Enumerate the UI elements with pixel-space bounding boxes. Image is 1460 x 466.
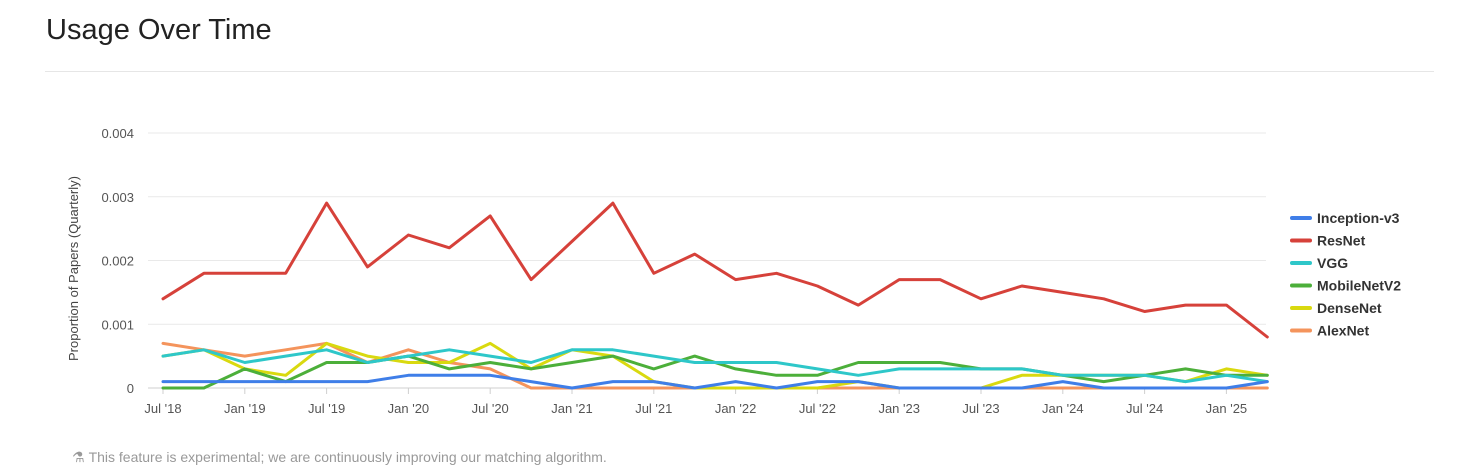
- legend-label: MobileNetV2: [1317, 278, 1401, 294]
- x-tick-label: Jul '22: [799, 401, 836, 416]
- experimental-footnote: ⚗ This feature is experimental; we are co…: [72, 449, 607, 466]
- x-tick-label: Jul '24: [1126, 401, 1163, 416]
- x-tick-label: Jan '24: [1042, 401, 1084, 416]
- series-line-vgg: [161, 348, 1269, 384]
- x-tick-label: Jan '23: [878, 401, 920, 416]
- footnote-text: This feature is experimental; we are con…: [88, 449, 607, 465]
- y-tick-label: 0.001: [101, 317, 134, 332]
- x-tick-label: Jul '21: [635, 401, 672, 416]
- legend-label: Inception-v3: [1317, 210, 1400, 226]
- y-tick-label: 0.002: [101, 254, 134, 269]
- legend-label: ResNet: [1317, 233, 1366, 249]
- legend-label: DenseNet: [1317, 300, 1382, 316]
- legend-label: VGG: [1317, 255, 1348, 271]
- y-tick-label: 0.004: [101, 126, 134, 141]
- x-tick-label: Jan '22: [715, 401, 757, 416]
- series-line-resnet: [161, 201, 1269, 339]
- x-tick-label: Jul '18: [144, 401, 181, 416]
- title-divider: [45, 71, 1434, 72]
- series-line-inception-v3: [161, 373, 1269, 390]
- series-line-mobilenetv2: [161, 354, 1269, 390]
- x-tick-label: Jul '20: [472, 401, 509, 416]
- x-tick-label: Jan '21: [551, 401, 593, 416]
- y-tick-label: 0.003: [101, 190, 134, 205]
- x-tick-label: Jul '23: [962, 401, 999, 416]
- x-tick-label: Jan '25: [1206, 401, 1248, 416]
- page-title: Usage Over Time: [46, 14, 272, 46]
- legend-label: AlexNet: [1317, 323, 1369, 339]
- y-axis-label: Proportion of Papers (Quarterly): [66, 176, 81, 361]
- x-tick-label: Jul '19: [308, 401, 345, 416]
- flask-icon: ⚗: [72, 449, 85, 465]
- x-tick-label: Jan '20: [388, 401, 430, 416]
- x-tick-label: Jan '19: [224, 401, 266, 416]
- y-tick-label: 0: [127, 381, 134, 396]
